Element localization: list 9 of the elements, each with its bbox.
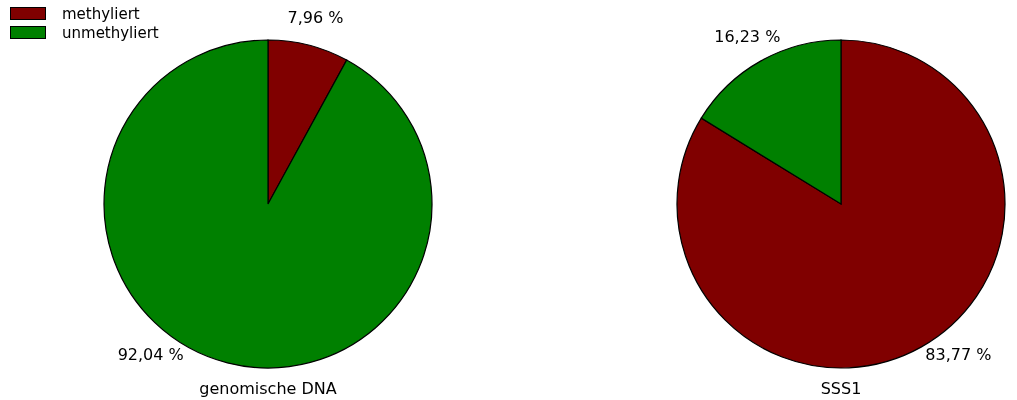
legend-label: methyliert [62,4,140,23]
data-label: 83,77 % [925,345,992,365]
pie-slice [103,39,433,369]
legend-label: unmethyliert [62,23,159,42]
data-label: 92,04 % [117,345,184,365]
text: SSS1 [819,379,863,398]
data-label: 16,23 % [714,26,781,46]
data-label: 7,96 % [287,8,344,28]
text: genomische DNA [198,379,338,398]
